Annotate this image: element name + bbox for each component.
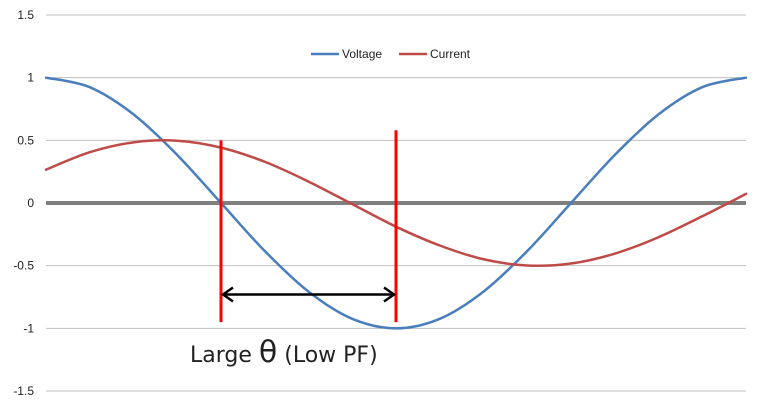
legend: Voltage Current <box>311 47 471 61</box>
legend-label-current: Current <box>430 47 471 61</box>
y-tick-label: 1 <box>27 71 34 85</box>
arrow-head-left <box>220 286 234 303</box>
y-tick-label: -1 <box>23 321 34 335</box>
phase-difference-arrow <box>220 286 397 303</box>
series-line-voltage <box>44 76 748 330</box>
annotation-theta: θ <box>259 335 277 370</box>
y-tick-label: 0.5 <box>17 133 34 147</box>
phase-markers <box>219 130 398 323</box>
phase-annotation: Large θ (Low PF) <box>190 335 378 370</box>
annotation-prefix: Large <box>190 343 259 368</box>
annotation-suffix: (Low PF) <box>277 343 377 368</box>
y-tick-label: -0.5 <box>13 259 34 273</box>
legend-label-voltage: Voltage <box>342 47 382 61</box>
y-tick-label: 0 <box>27 196 34 210</box>
y-tick-label: -1.5 <box>13 384 34 398</box>
y-axis-tick-labels: 1.5 1 0.5 0 -0.5 -1 -1.5 <box>13 8 34 398</box>
y-tick-label: 1.5 <box>17 8 34 22</box>
arrow-head-right <box>383 286 397 303</box>
